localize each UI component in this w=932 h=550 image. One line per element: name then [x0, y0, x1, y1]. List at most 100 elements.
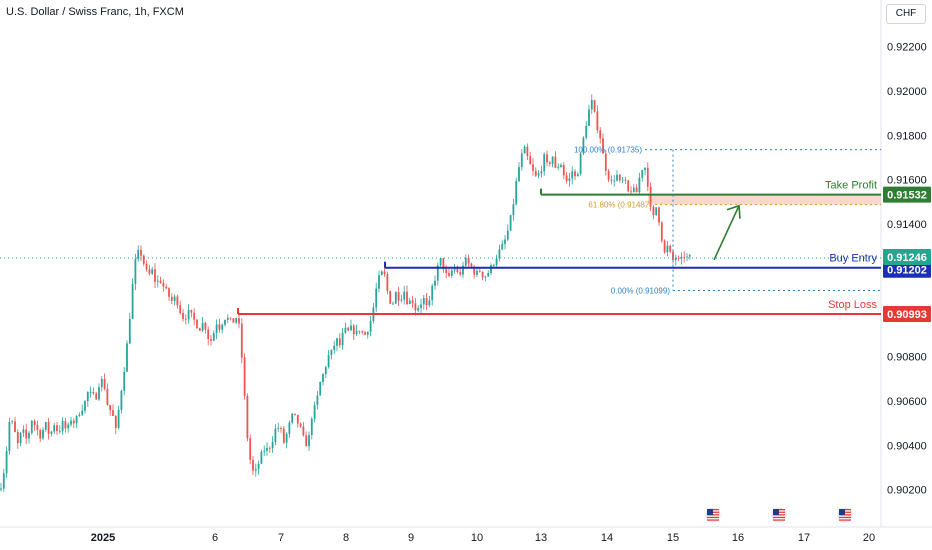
- candle-body: [515, 181, 518, 205]
- candle-body: [282, 428, 285, 443]
- candle: [327, 350, 330, 369]
- candle-body: [613, 180, 616, 182]
- candle-body: [268, 447, 271, 449]
- candle: [5, 446, 8, 478]
- candle: [495, 254, 498, 269]
- candle-body: [296, 414, 299, 424]
- candle: [81, 404, 84, 417]
- price-axis[interactable]: 0.92200 0.92000 0.91800 0.91600 0.91400 0.908…: [883, 42, 931, 497]
- candle-body: [369, 320, 372, 332]
- candle: [302, 422, 305, 437]
- candle: [593, 99, 596, 113]
- candle-body: [246, 395, 249, 439]
- candle: [240, 318, 243, 364]
- candle: [282, 426, 285, 444]
- candle: [98, 383, 100, 401]
- candle-body: [224, 319, 226, 325]
- buy-entry-price-tag: 0.91202: [883, 261, 931, 278]
- candle-body: [64, 421, 67, 429]
- candle-body: [554, 156, 557, 168]
- candle: [338, 333, 341, 348]
- candle-body: [22, 429, 25, 433]
- candle-body: [599, 130, 602, 139]
- candle: [109, 404, 112, 416]
- candle: [506, 224, 509, 242]
- price-tick-label: 0.90200: [887, 485, 927, 497]
- candle-body: [285, 433, 288, 443]
- candle: [330, 349, 333, 360]
- candle-body: [123, 371, 126, 391]
- candle: [481, 271, 484, 281]
- candle: [235, 317, 238, 325]
- candle: [198, 327, 201, 331]
- candle: [126, 340, 128, 373]
- candle: [394, 291, 397, 304]
- buy-entry-label: Buy Entry: [829, 253, 877, 265]
- candle-body: [431, 285, 434, 301]
- candle-body: [33, 420, 36, 426]
- candle-body: [126, 343, 128, 372]
- candle-body: [453, 268, 456, 271]
- candle: [375, 282, 378, 313]
- candle-body: [434, 280, 436, 286]
- candle: [106, 383, 109, 406]
- candle-body: [232, 318, 235, 323]
- price-tick-label: 0.92000: [887, 86, 927, 98]
- candle-body: [193, 312, 196, 320]
- candle: [19, 432, 22, 447]
- time-axis[interactable]: 2025 6 7 8 9 10 13 14 15 16 17 20: [91, 532, 875, 544]
- price-tick-label: 0.91600: [887, 175, 927, 187]
- candle: [504, 234, 506, 250]
- candle: [33, 419, 36, 431]
- candle: [204, 321, 207, 334]
- candle-body: [607, 170, 610, 180]
- candle-body: [478, 270, 481, 272]
- candle: [165, 283, 168, 290]
- stop-loss-price-tag: 0.90993: [883, 305, 931, 322]
- candle: [523, 144, 526, 154]
- candle-body: [215, 324, 218, 334]
- candle-body: [302, 426, 305, 436]
- candle: [484, 275, 487, 282]
- candle-body: [557, 167, 560, 168]
- candle-body: [324, 367, 327, 375]
- candle: [688, 253, 691, 260]
- candle-body: [92, 392, 95, 394]
- candle: [411, 295, 414, 309]
- candle: [215, 319, 218, 340]
- candle-body: [198, 328, 201, 331]
- candle-body: [229, 317, 232, 319]
- candle-body: [316, 395, 319, 406]
- candle: [630, 186, 632, 195]
- candle: [210, 334, 212, 346]
- candle-body: [414, 303, 417, 311]
- candle: [644, 167, 646, 176]
- candle-body: [655, 207, 658, 216]
- candlestick-series: [0, 94, 691, 492]
- candle: [361, 330, 364, 335]
- candle-body: [646, 167, 649, 187]
- candle-body: [632, 187, 635, 192]
- candle: [478, 268, 481, 273]
- candle-body: [565, 175, 568, 181]
- candle: [554, 151, 557, 169]
- candle-body: [526, 146, 529, 157]
- candle: [196, 318, 198, 329]
- candle: [285, 432, 288, 449]
- candle: [380, 270, 383, 276]
- candle-body: [112, 410, 114, 416]
- candle: [490, 263, 492, 275]
- candle: [557, 163, 560, 171]
- candle-body: [504, 239, 506, 244]
- candle: [190, 309, 193, 318]
- candle-body: [114, 415, 117, 428]
- target-zone: [648, 194, 881, 205]
- candle-body: [280, 428, 282, 429]
- candle-body: [585, 125, 588, 138]
- candle: [30, 419, 33, 435]
- candle-body: [322, 374, 324, 382]
- candle-body: [243, 357, 246, 396]
- currency-button[interactable]: CHF: [886, 4, 926, 24]
- candle-body: [644, 167, 646, 171]
